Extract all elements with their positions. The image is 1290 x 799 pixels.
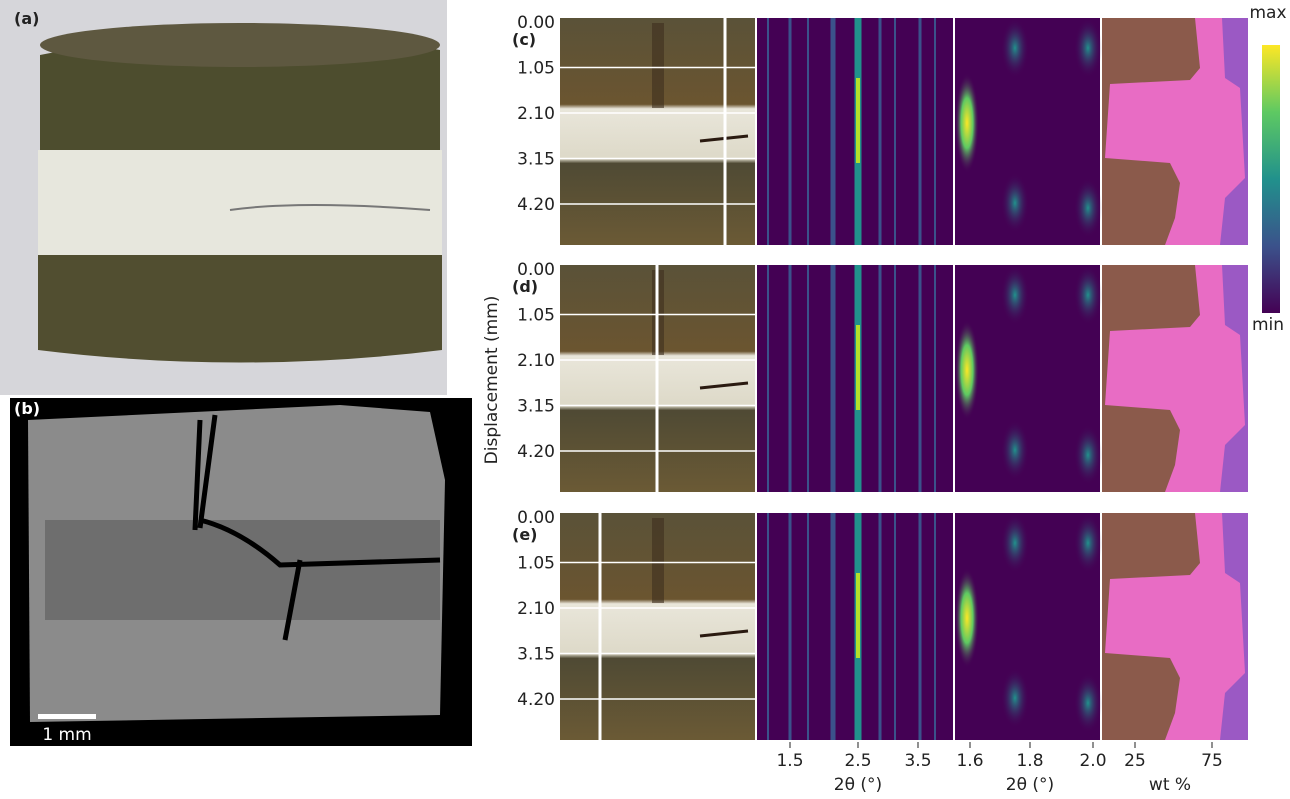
peak [1001, 18, 1029, 78]
x-tick-label: 75 [1201, 751, 1223, 771]
x-tick-label: 2.5 [844, 751, 871, 771]
y-tick-label: 2.10 [517, 599, 555, 619]
y-tick-label: 1.05 [517, 554, 555, 574]
x-tick-label: 25 [1124, 751, 1146, 771]
panel-label: (b) [14, 399, 40, 418]
peak [789, 18, 792, 245]
peak-max [856, 573, 860, 658]
y-tick-label: 4.20 [517, 442, 555, 462]
peak [1074, 265, 1102, 325]
y-tick-label: 4.20 [517, 690, 555, 710]
layer [40, 23, 440, 67]
x-tick-label: 2.0 [1079, 751, 1106, 771]
peak-max [955, 568, 979, 668]
figure: (a) 1 mm (b) Displacement (mm) max min (… [0, 0, 1290, 795]
peak [919, 18, 922, 245]
x-tick-label: 3.5 [904, 751, 931, 771]
y-tick-label: 1.05 [517, 306, 555, 326]
peak [1001, 513, 1029, 573]
y-tick-label: 2.10 [517, 104, 555, 124]
peak [1001, 265, 1029, 325]
peak [807, 265, 809, 492]
peak [807, 18, 809, 245]
peak [1074, 18, 1102, 78]
peak [894, 18, 896, 245]
x-axis-label: 2θ (°) [834, 775, 882, 795]
dark-band [652, 23, 664, 108]
peak [789, 265, 792, 492]
peak [894, 513, 896, 740]
peak [1001, 173, 1029, 233]
peak [1001, 420, 1029, 480]
peak [934, 265, 936, 492]
colorbar-min: min [1252, 315, 1284, 335]
y-tick-label: 4.20 [517, 195, 555, 215]
peak [1074, 673, 1102, 733]
peak [919, 265, 922, 492]
peak [789, 513, 792, 740]
panel-label: (a) [14, 9, 39, 28]
peak [919, 513, 922, 740]
peak [807, 513, 809, 740]
y-axis-label: Displacement (mm) [482, 296, 502, 465]
peak [767, 265, 769, 492]
colorbar-max: max [1249, 3, 1286, 23]
peak [1074, 513, 1102, 573]
y-tick-label: 1.05 [517, 59, 555, 79]
y-tick-label: 0.00 [517, 508, 555, 528]
x-tick-label: 1.8 [1016, 751, 1043, 771]
peak [934, 18, 936, 245]
peak [1074, 425, 1102, 485]
peak [831, 265, 836, 492]
y-tick-label: 3.15 [517, 397, 555, 417]
scale-bar [38, 714, 96, 719]
x-axis-label: 2θ (°) [1006, 775, 1054, 795]
peak-max [955, 320, 979, 420]
peak [879, 513, 882, 740]
y-tick-label: 3.15 [517, 645, 555, 665]
peak [894, 265, 896, 492]
peak [879, 265, 882, 492]
colorbar [1262, 45, 1280, 313]
peak [879, 18, 882, 245]
peak-max [856, 78, 860, 163]
y-tick-label: 0.00 [517, 13, 555, 33]
peak [831, 513, 836, 740]
x-tick-label: 1.6 [956, 751, 983, 771]
peak [934, 513, 936, 740]
peak [1074, 178, 1102, 238]
y-tick-label: 0.00 [517, 260, 555, 280]
peak-max [955, 73, 979, 173]
peak [767, 513, 769, 740]
y-tick-label: 3.15 [517, 150, 555, 170]
peak [767, 18, 769, 245]
peak-max [856, 325, 860, 410]
dark-band [652, 518, 664, 603]
peak [831, 18, 836, 245]
layer [38, 255, 442, 363]
scale-label: 1 mm [42, 725, 91, 745]
peak [1001, 668, 1029, 728]
y-tick-label: 2.10 [517, 351, 555, 371]
x-axis-label: wt % [1149, 775, 1191, 795]
x-tick-label: 1.5 [776, 751, 803, 771]
